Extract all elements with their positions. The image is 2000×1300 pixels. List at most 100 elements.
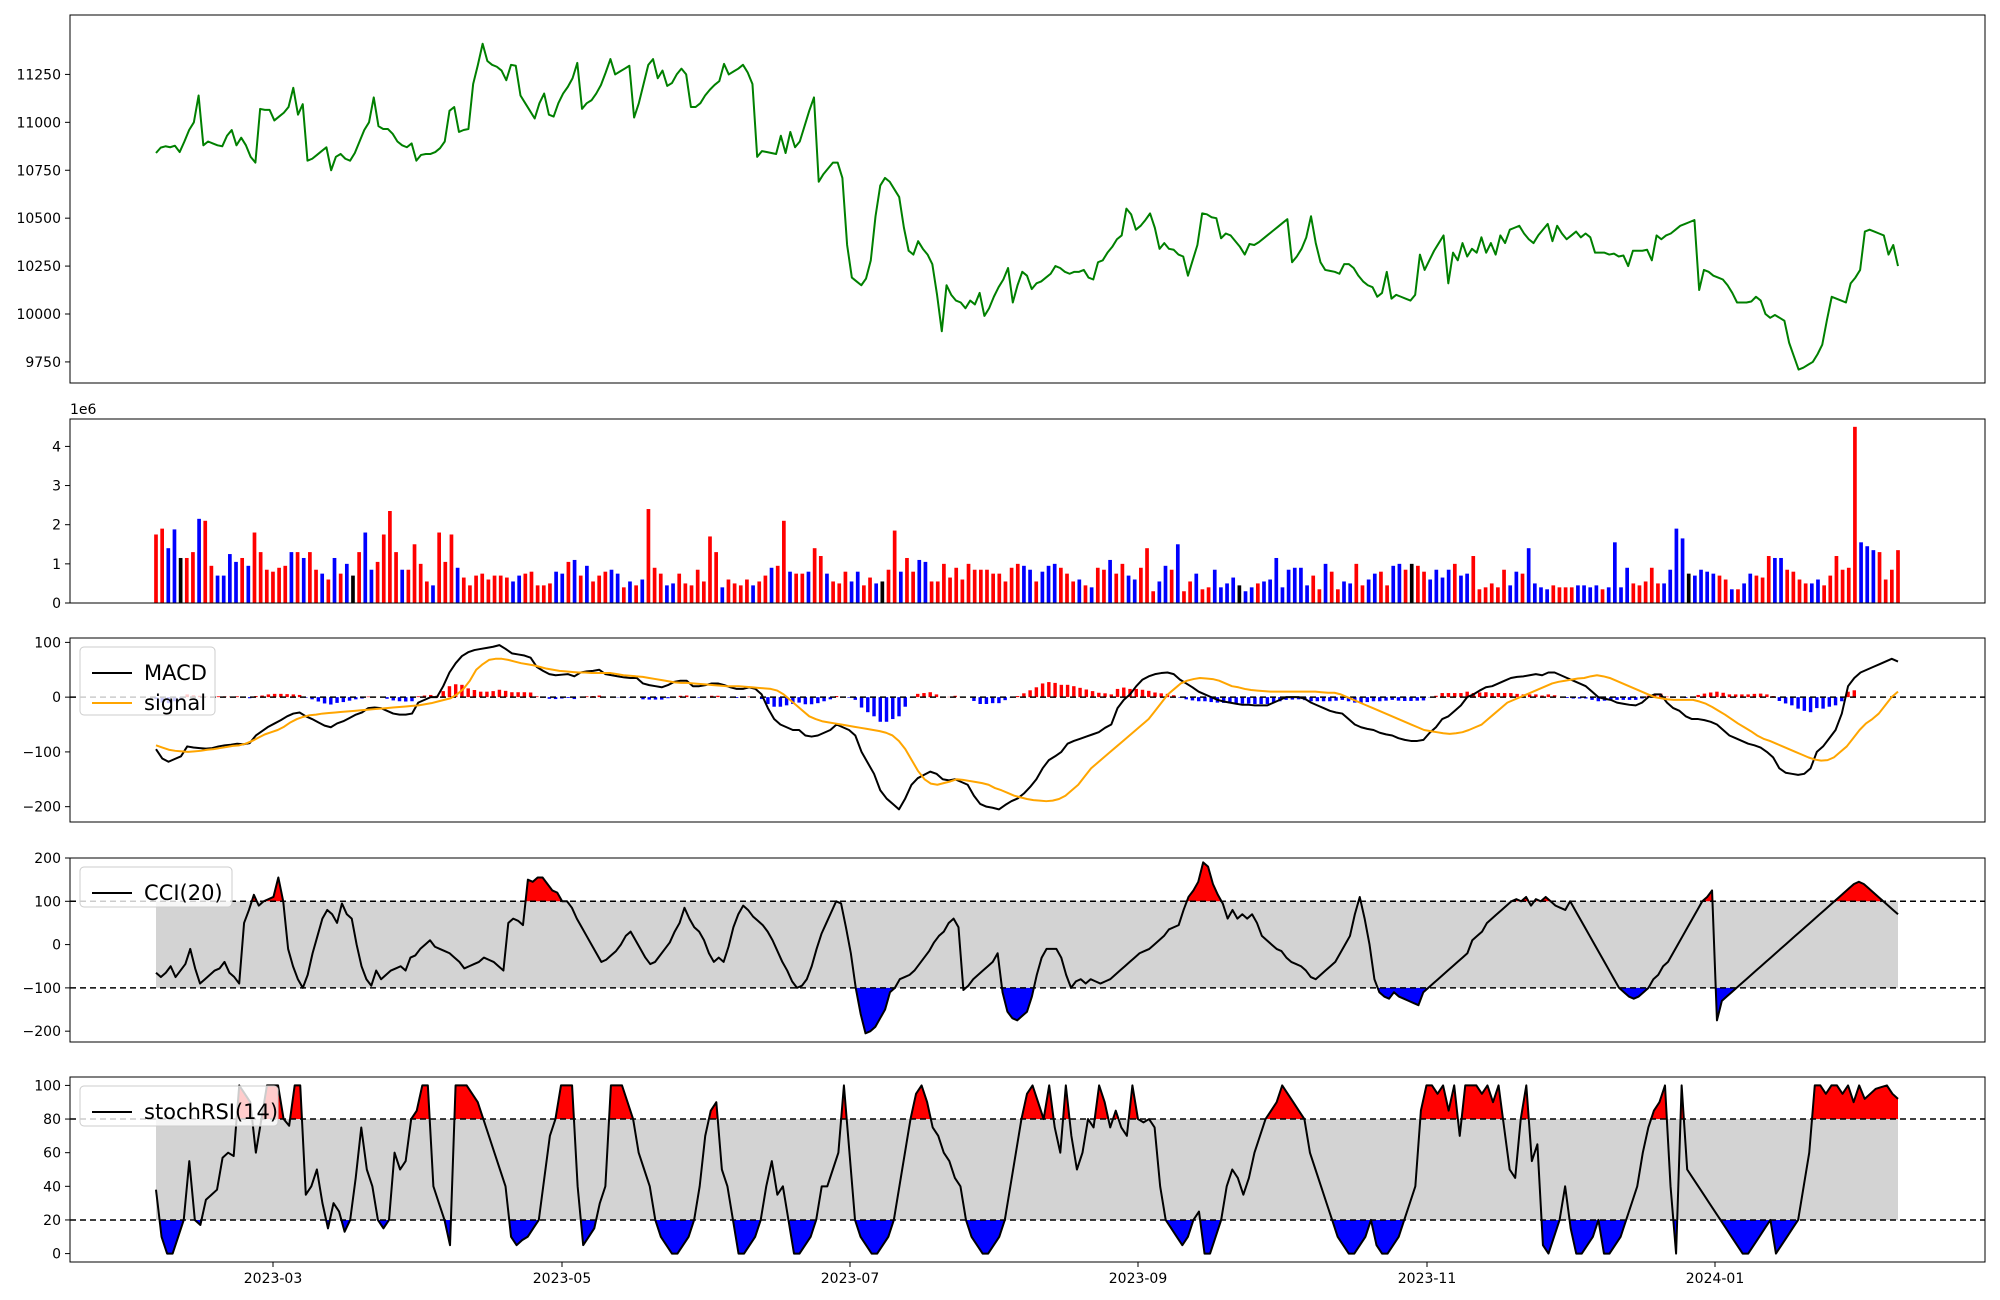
volume-bar <box>788 571 792 603</box>
volume-bar <box>720 587 725 603</box>
volume-bar <box>1649 567 1654 603</box>
macd-histogram-bar <box>285 694 289 698</box>
volume-bar <box>1422 571 1426 603</box>
volume-bar <box>1175 544 1180 603</box>
volume-bar <box>1305 585 1309 603</box>
volume-bar <box>252 532 257 603</box>
macd-histogram-bar <box>397 697 402 702</box>
volume-bar <box>461 577 466 603</box>
volume-bar <box>874 583 879 603</box>
volume-bar <box>1711 573 1716 603</box>
macd-histogram-bar <box>491 691 495 698</box>
macd-histogram-bar <box>660 697 664 700</box>
volume-ytick-label: 3 <box>52 479 61 495</box>
macd-histogram-bar <box>585 696 589 698</box>
volume-bar <box>1539 587 1543 603</box>
macd-histogram-bar <box>597 695 602 698</box>
volume-bar <box>240 557 245 603</box>
volume-bar <box>671 583 675 603</box>
macd-histogram-bar <box>1203 697 1207 702</box>
volume-bar <box>332 557 337 603</box>
macd-histogram-bar <box>441 691 445 698</box>
volume-bar <box>394 552 398 603</box>
macd-histogram-bar <box>1396 697 1401 701</box>
macd-histogram-bar <box>1296 697 1301 700</box>
macd-histogram-bar <box>1527 694 1532 698</box>
volume-bar <box>689 585 694 603</box>
volume-bar <box>1286 569 1291 603</box>
macd-histogram-bar <box>572 697 577 700</box>
volume-bar <box>1262 581 1266 603</box>
volume-bar <box>437 532 441 603</box>
macd-histogram-bar <box>984 697 989 704</box>
volume-bar <box>381 534 386 603</box>
volume-bar <box>566 561 571 603</box>
price-ytick-label: 10750 <box>16 163 61 179</box>
macd-histogram-bar <box>834 696 839 698</box>
volume-bar <box>1662 583 1666 603</box>
volume-bar <box>1705 571 1710 603</box>
stochrsi-frame <box>69 1076 1986 1263</box>
macd-histogram-bar <box>759 697 764 700</box>
volume-bar <box>1532 583 1537 603</box>
volume-bar <box>541 585 546 603</box>
volume-bar <box>271 571 275 603</box>
volume-bar <box>529 571 534 603</box>
volume-bar <box>683 583 688 603</box>
cci-ytick-label: −200 <box>23 1024 61 1040</box>
volume-bar <box>1699 569 1703 603</box>
volume-bar <box>474 575 478 603</box>
macd-histogram-bar <box>1509 693 1513 698</box>
volume-bar <box>548 583 552 603</box>
macd-histogram-bar <box>1365 697 1369 703</box>
macd-histogram-bar <box>1328 697 1332 702</box>
volume-bar <box>1859 542 1863 603</box>
macd-ytick-label: 100 <box>34 635 61 651</box>
volume-bar <box>1169 569 1174 603</box>
macd-histogram-bar <box>784 697 789 706</box>
volume-bar <box>406 569 411 603</box>
volume-bar <box>498 575 503 603</box>
volume-bar <box>184 557 189 603</box>
volume-bar <box>1834 556 1839 603</box>
cci-ytick-label: 200 <box>34 851 61 867</box>
volume-bar <box>1502 569 1506 603</box>
macd-histogram-bar <box>1796 697 1800 709</box>
price-line <box>155 42 1899 371</box>
volume-bar <box>1729 589 1734 603</box>
macd-histogram-bar <box>1134 688 1138 698</box>
volume-bar <box>738 585 743 603</box>
macd-histogram-bar <box>422 695 427 698</box>
price-ytick-label: 10000 <box>16 307 61 323</box>
volume-bar <box>1440 577 1445 603</box>
volume-bar <box>1317 589 1322 603</box>
volume-bar <box>1311 575 1316 603</box>
macd-histogram-bar <box>1240 697 1245 704</box>
volume-bar <box>517 575 522 603</box>
volume-bar <box>1428 579 1433 603</box>
macd-histogram-bar <box>1596 697 1601 702</box>
macd-histogram-bar <box>466 688 470 698</box>
volume-bar <box>1071 581 1076 603</box>
volume-bar <box>1434 569 1439 603</box>
macd-histogram-bar <box>847 697 851 698</box>
volume-bar <box>277 567 281 603</box>
volume-bar <box>295 552 300 603</box>
volume-bar <box>818 556 823 603</box>
macd-histogram-bar <box>547 697 552 699</box>
macd-histogram-bar <box>1090 691 1095 698</box>
macd-histogram-bar <box>891 697 895 720</box>
volume-bar <box>775 565 780 603</box>
macd-histogram-bar <box>1015 696 1020 698</box>
volume-bar <box>1742 583 1746 603</box>
price-ytick-label: 10250 <box>16 259 61 275</box>
macd-histogram-bar <box>1084 689 1089 698</box>
volume-bar <box>1120 563 1125 603</box>
volume-bar <box>960 579 965 603</box>
macd-histogram-bar <box>497 689 502 698</box>
volume-bar <box>289 552 294 603</box>
macd-histogram-bar <box>1409 697 1413 701</box>
volume-bar <box>264 569 269 603</box>
volume-bar <box>1471 556 1476 603</box>
macd-histogram-bar <box>503 690 508 698</box>
